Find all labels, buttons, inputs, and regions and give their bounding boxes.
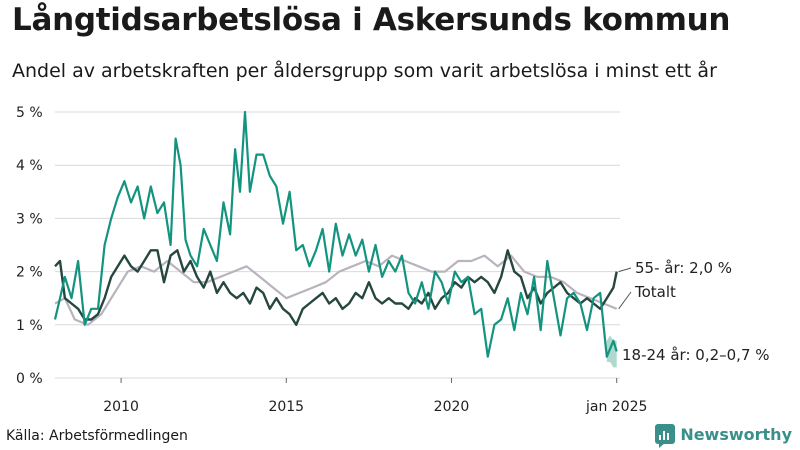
chart-subtitle: Andel av arbetskraften per åldersgrupp s… xyxy=(12,60,717,82)
x-tick-label: 2015 xyxy=(268,399,304,415)
source-note: Källa: Arbetsförmedlingen xyxy=(6,428,188,444)
x-axis: 2010 2015 2020 jan 2025 xyxy=(103,378,647,415)
brand-name: Newsworthy xyxy=(680,424,792,444)
y-tick-label: 1 % xyxy=(16,318,43,334)
y-axis: 0 % 1 % 2 % 3 % 4 % 5 % xyxy=(16,105,43,387)
chart-title: Långtidsarbetslösa i Askersunds kommun xyxy=(12,2,731,38)
x-tick-label: 2010 xyxy=(103,399,139,415)
total-leader-line xyxy=(618,291,632,310)
senior-leader-line xyxy=(618,267,632,273)
youth-series-line xyxy=(53,110,618,358)
y-tick-label: 2 % xyxy=(16,265,43,281)
y-tick-label: 0 % xyxy=(16,371,43,387)
brand-logo: Newsworthy xyxy=(655,424,792,448)
senior-series-label: 55- år: 2,0 % xyxy=(635,259,732,277)
grid xyxy=(55,111,620,379)
y-tick-label: 5 % xyxy=(16,105,43,121)
series-lines xyxy=(53,110,618,358)
y-tick-label: 3 % xyxy=(16,211,43,227)
x-tick-label: 2020 xyxy=(434,399,470,415)
x-tick-label: jan 2025 xyxy=(585,399,647,415)
youth-series-label: 18-24 år: 0,2–0,7 % xyxy=(622,346,770,364)
senior-series-line xyxy=(54,249,618,326)
total-series-line xyxy=(54,254,618,326)
y-tick-label: 4 % xyxy=(16,158,43,174)
total-series-label: Totalt xyxy=(634,283,676,301)
series-labels: 55- år: 2,0 % Totalt 18-24 år: 0,2–0,7 % xyxy=(618,259,770,364)
bar-chart-icon xyxy=(655,424,676,448)
